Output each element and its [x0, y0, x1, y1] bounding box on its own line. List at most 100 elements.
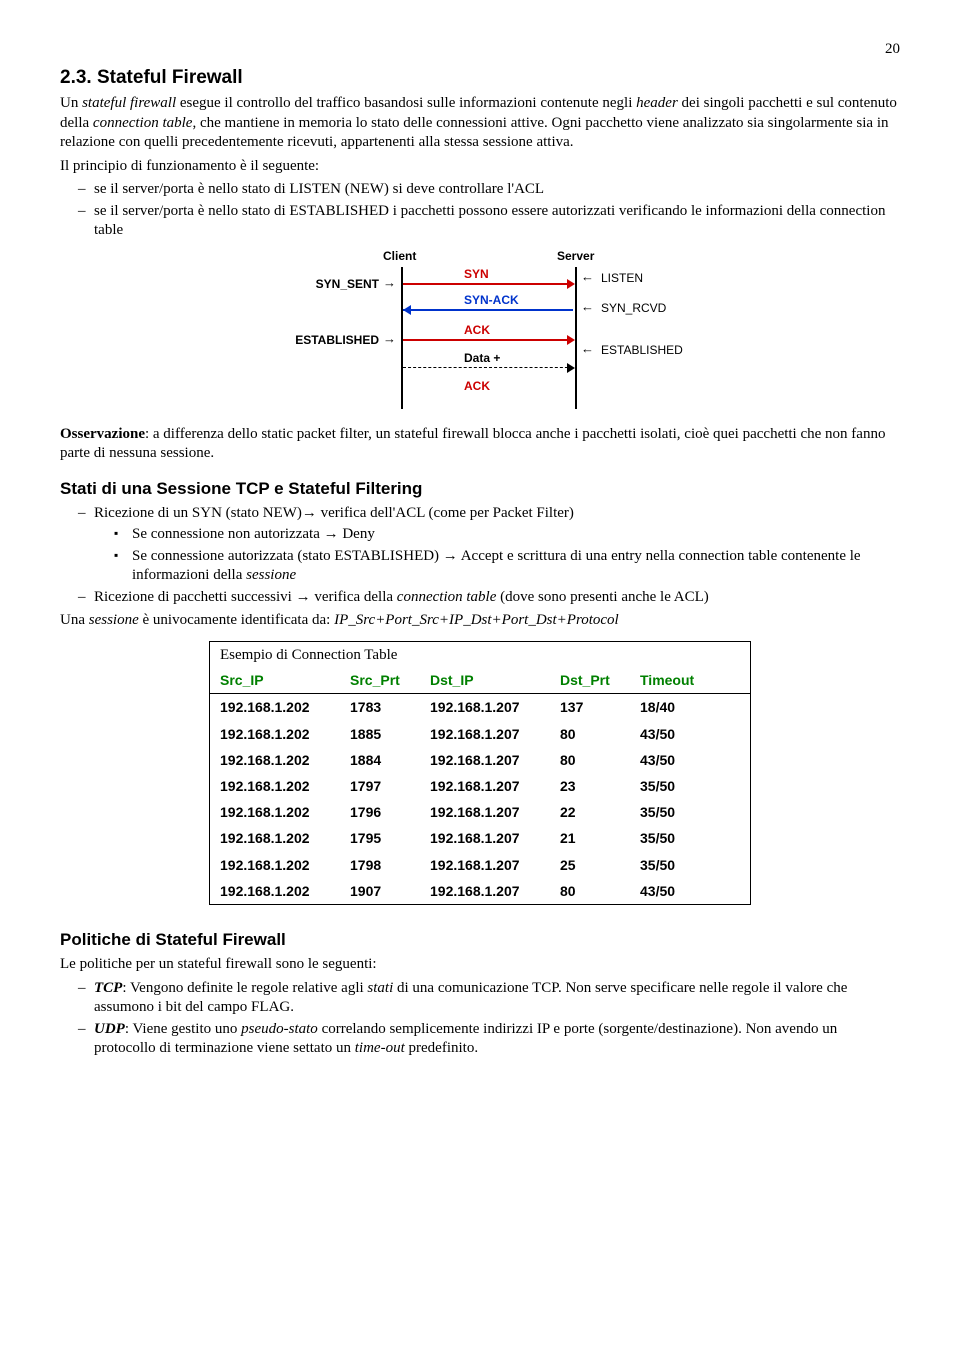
message-line — [403, 283, 573, 285]
policies-heading: Politiche di Stateful Firewall — [60, 929, 900, 951]
states-heading: Stati di una Sessione TCP e Stateful Fil… — [60, 478, 900, 500]
arrow-icon: ← — [581, 299, 594, 316]
arrowhead-icon — [403, 305, 411, 315]
arrowhead-icon — [567, 363, 575, 373]
list-item: se il server/porta è nello stato di LIST… — [78, 180, 900, 200]
table-cell: 43/50 — [640, 882, 720, 900]
table-cell: 137 — [560, 698, 640, 716]
list-subitem: Se connessione autorizzata (stato ESTABL… — [114, 547, 900, 586]
table-cell: 192.168.1.207 — [430, 829, 560, 847]
list-item: UDP: Viene gestito uno pseudo-stato corr… — [78, 1020, 900, 1059]
session-line: Una sessione è univocamente identificata… — [60, 611, 900, 631]
arrow-icon: → — [383, 331, 396, 348]
table-header-cell: Src_IP — [220, 671, 350, 689]
table-row: 192.168.1.2021885192.168.1.2078043/50 — [210, 721, 750, 747]
table-header-cell: Dst_Prt — [560, 671, 640, 689]
server-state: ESTABLISHED — [601, 343, 683, 359]
policies-list: TCP: Vengono definite le regole relative… — [60, 979, 900, 1059]
table-cell: 192.168.1.202 — [220, 725, 350, 743]
table-cell: 23 — [560, 777, 640, 795]
table-cell: 1796 — [350, 803, 430, 821]
table-cell: 35/50 — [640, 856, 720, 874]
table-cell: 1885 — [350, 725, 430, 743]
server-state: LISTEN — [601, 271, 643, 287]
list-item-text: Ricezione di un SYN (stato NEW)→ verific… — [94, 505, 574, 521]
message-line — [403, 339, 573, 341]
policies-intro: Le politiche per un stateful firewall so… — [60, 955, 900, 975]
list-subitem: Se connessione non autorizzata → Deny — [114, 525, 900, 545]
table-cell: 192.168.1.202 — [220, 777, 350, 795]
table-cell: 25 — [560, 856, 640, 874]
table-row: 192.168.1.2021795192.168.1.2072135/50 — [210, 825, 750, 851]
client-state: SYN_SENT — [269, 277, 379, 293]
table-row: 192.168.1.2021783192.168.1.20713718/40 — [210, 694, 750, 720]
server-lifeline — [575, 267, 577, 409]
message-label: Data + — [464, 351, 500, 367]
table-header-cell: Dst_IP — [430, 671, 560, 689]
table-cell: 192.168.1.202 — [220, 698, 350, 716]
table-cell: 192.168.1.207 — [430, 725, 560, 743]
table-header-row: Src_IPSrc_PrtDst_IPDst_PrtTimeout — [210, 667, 750, 694]
list-item: se il server/porta è nello stato di ESTA… — [78, 202, 900, 241]
table-cell: 192.168.1.207 — [430, 777, 560, 795]
principle-intro: Il principio di funzionamento è il segue… — [60, 157, 900, 177]
list-item: Ricezione di pacchetti successivi → veri… — [78, 588, 900, 608]
table-cell: 43/50 — [640, 751, 720, 769]
table-cell: 192.168.1.202 — [220, 751, 350, 769]
arrow-icon: → — [383, 275, 396, 292]
table-cell: 43/50 — [640, 725, 720, 743]
table-cell: 22 — [560, 803, 640, 821]
client-label: Client — [383, 249, 416, 265]
table-cell: 1783 — [350, 698, 430, 716]
table-cell: 35/50 — [640, 777, 720, 795]
table-cell: 80 — [560, 751, 640, 769]
server-label: Server — [557, 249, 594, 265]
message-label: ACK — [464, 379, 490, 395]
table-cell: 35/50 — [640, 829, 720, 847]
list-item: Ricezione di un SYN (stato NEW)→ verific… — [78, 504, 900, 586]
table-cell: 1907 — [350, 882, 430, 900]
arrow-icon: ← — [581, 269, 594, 286]
message-label: SYN — [464, 267, 489, 283]
sequence-diagram: ClientServerSYN_SENT→ESTABLISHED→←LISTEN… — [60, 249, 900, 409]
client-state: ESTABLISHED — [269, 333, 379, 349]
table-cell: 80 — [560, 725, 640, 743]
table-caption: Esempio di Connection Table — [210, 642, 750, 668]
intro-paragraph: Un stateful firewall esegue il controllo… — [60, 94, 900, 153]
server-state: SYN_RCVD — [601, 301, 666, 317]
table-cell: 192.168.1.207 — [430, 751, 560, 769]
table-row: 192.168.1.2021907192.168.1.2078043/50 — [210, 878, 750, 904]
list-item: TCP: Vengono definite le regole relative… — [78, 979, 900, 1018]
message-line — [403, 309, 573, 311]
table-cell: 192.168.1.202 — [220, 856, 350, 874]
arrowhead-icon — [567, 279, 575, 289]
principle-list: se il server/porta è nello stato di LIST… — [60, 180, 900, 241]
table-cell: 192.168.1.207 — [430, 698, 560, 716]
client-lifeline — [401, 267, 403, 409]
arrow-icon: ← — [581, 341, 594, 358]
table-cell: 192.168.1.207 — [430, 856, 560, 874]
section-number: 2.3. — [60, 67, 92, 88]
page-number: 20 — [60, 40, 900, 60]
states-list: Ricezione di un SYN (stato NEW)→ verific… — [60, 504, 900, 608]
message-label: SYN-ACK — [464, 293, 519, 309]
table-header-cell: Src_Prt — [350, 671, 430, 689]
connection-table: Esempio di Connection Table Src_IPSrc_Pr… — [60, 641, 900, 905]
table-row: 192.168.1.2021797192.168.1.2072335/50 — [210, 773, 750, 799]
table-cell: 21 — [560, 829, 640, 847]
table-cell: 18/40 — [640, 698, 720, 716]
table-row: 192.168.1.2021796192.168.1.2072235/50 — [210, 799, 750, 825]
table-row: 192.168.1.2021884192.168.1.2078043/50 — [210, 747, 750, 773]
section-title: Stateful Firewall — [97, 67, 243, 88]
table-cell: 1884 — [350, 751, 430, 769]
section-heading: 2.3. Stateful Firewall — [60, 66, 900, 91]
table-cell: 192.168.1.202 — [220, 829, 350, 847]
table-cell: 1798 — [350, 856, 430, 874]
message-line — [403, 367, 573, 368]
observation: Osservazione: a differenza dello static … — [60, 425, 900, 464]
table-header-cell: Timeout — [640, 671, 720, 689]
arrowhead-icon — [567, 335, 575, 345]
table-cell: 80 — [560, 882, 640, 900]
table-cell: 192.168.1.202 — [220, 803, 350, 821]
table-row: 192.168.1.2021798192.168.1.2072535/50 — [210, 852, 750, 878]
